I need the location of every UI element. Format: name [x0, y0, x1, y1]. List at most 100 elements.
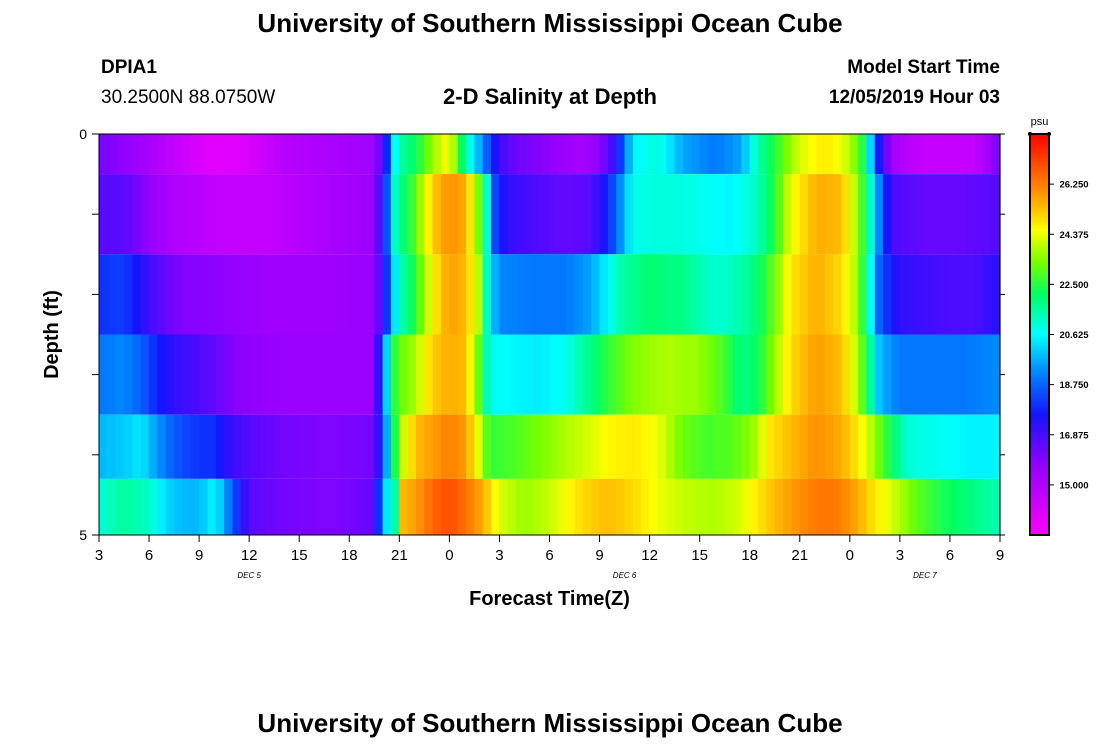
heatmap-cell	[165, 134, 175, 175]
heatmap-cell	[232, 414, 242, 479]
heatmap-cell	[941, 254, 951, 335]
heatmap-cell	[165, 174, 175, 255]
heatmap-cell	[916, 334, 926, 415]
heatmap-cell	[382, 478, 392, 535]
heatmap-cell	[474, 174, 484, 255]
heatmap-cell	[491, 134, 501, 175]
heatmap-cell	[107, 174, 117, 255]
heatmap-cell	[774, 414, 784, 479]
heatmap-cell	[132, 254, 142, 335]
heatmap-cell	[766, 478, 776, 535]
heatmap-cell	[824, 254, 834, 335]
x-tick-label: 0	[445, 547, 453, 564]
heatmap-cell	[783, 134, 793, 175]
heatmap-cell	[607, 254, 617, 335]
heatmap-cell	[733, 478, 742, 535]
heatmap-cell	[324, 334, 334, 415]
heatmap-cell	[682, 478, 692, 535]
heatmap-cell	[449, 334, 459, 415]
heatmap-cell	[858, 414, 868, 479]
heatmap-cell	[140, 134, 150, 175]
heatmap-cell	[199, 334, 209, 415]
heatmap-cell	[340, 414, 350, 479]
heatmap-cell	[733, 254, 742, 335]
heatmap-cell	[324, 254, 334, 335]
heatmap-cell	[816, 478, 826, 535]
heatmap-cell	[924, 174, 934, 255]
heatmap-cell	[724, 478, 734, 535]
heatmap-cell	[566, 414, 576, 479]
heatmap-cell	[182, 174, 192, 255]
heatmap-cell	[566, 174, 576, 255]
heatmap-cell	[99, 334, 108, 415]
heatmap-cell	[799, 478, 809, 535]
heatmap-cell	[791, 478, 801, 535]
heatmap-cell	[783, 174, 793, 255]
heatmap-cell	[199, 134, 209, 175]
heatmap-cell	[249, 478, 259, 535]
heatmap-cell	[899, 334, 909, 415]
heatmap-cell	[649, 414, 659, 479]
heatmap-cell	[724, 174, 734, 255]
heatmap-cell	[491, 334, 501, 415]
heatmap-cell	[416, 134, 425, 175]
heatmap-cell	[716, 254, 726, 335]
heatmap-cell	[274, 174, 284, 255]
heatmap-cell	[441, 254, 450, 335]
heatmap-cell	[140, 478, 150, 535]
heatmap-cell	[474, 478, 484, 535]
heatmap-cell	[858, 254, 868, 335]
heatmap-cell	[516, 334, 526, 415]
heatmap-cell	[616, 134, 626, 175]
heatmap-cell	[666, 134, 676, 175]
heatmap-cell	[232, 478, 242, 535]
heatmap-cell	[274, 414, 284, 479]
heatmap-cell	[374, 334, 384, 415]
colorbar-corner-dot	[1047, 132, 1051, 136]
heatmap-cell	[624, 174, 634, 255]
heatmap-cell	[215, 174, 225, 255]
heatmap-cell	[974, 478, 984, 535]
heatmap-cell	[557, 334, 567, 415]
heatmap-cell	[849, 478, 859, 535]
heatmap-cell	[432, 414, 442, 479]
heatmap-cell	[324, 478, 334, 535]
heatmap-cell	[682, 134, 692, 175]
heatmap-cell	[132, 174, 142, 255]
heatmap-cell	[816, 334, 826, 415]
heatmap-cell	[866, 254, 876, 335]
heatmap-cell	[416, 334, 425, 415]
x-tick-label: 6	[545, 547, 553, 564]
heatmap-cell	[349, 478, 359, 535]
heatmap-cell	[99, 134, 108, 175]
heatmap-cell	[916, 134, 926, 175]
heatmap-cell	[390, 254, 400, 335]
heatmap-cell	[249, 134, 259, 175]
heatmap-cell	[791, 174, 801, 255]
heatmap-cell	[849, 254, 859, 335]
heatmap-cell	[424, 174, 434, 255]
heatmap-cell	[541, 478, 551, 535]
heatmap-cell	[974, 334, 984, 415]
heatmap-cell	[524, 134, 534, 175]
heatmap-cell	[307, 478, 317, 535]
heatmap-cell	[549, 174, 559, 255]
heatmap-cell	[724, 254, 734, 335]
colorbar-tick-label: 24.375	[1059, 230, 1089, 241]
heatmap-cell	[190, 334, 200, 415]
heatmap-cell	[115, 414, 125, 479]
heatmap-cell	[132, 478, 142, 535]
heatmap-cell	[199, 414, 209, 479]
heatmap-cell	[482, 334, 492, 415]
heatmap-cell	[674, 174, 684, 255]
heatmap-cell	[841, 478, 851, 535]
heatmap-cell	[749, 134, 759, 175]
heatmap-cell	[674, 134, 684, 175]
heatmap-cell	[165, 478, 175, 535]
heatmap-cell	[841, 174, 851, 255]
heatmap-cell	[257, 174, 267, 255]
heatmap-cell	[549, 134, 559, 175]
heatmap-cell	[365, 478, 375, 535]
heatmap-cell	[924, 334, 934, 415]
heatmap-cell	[174, 478, 184, 535]
